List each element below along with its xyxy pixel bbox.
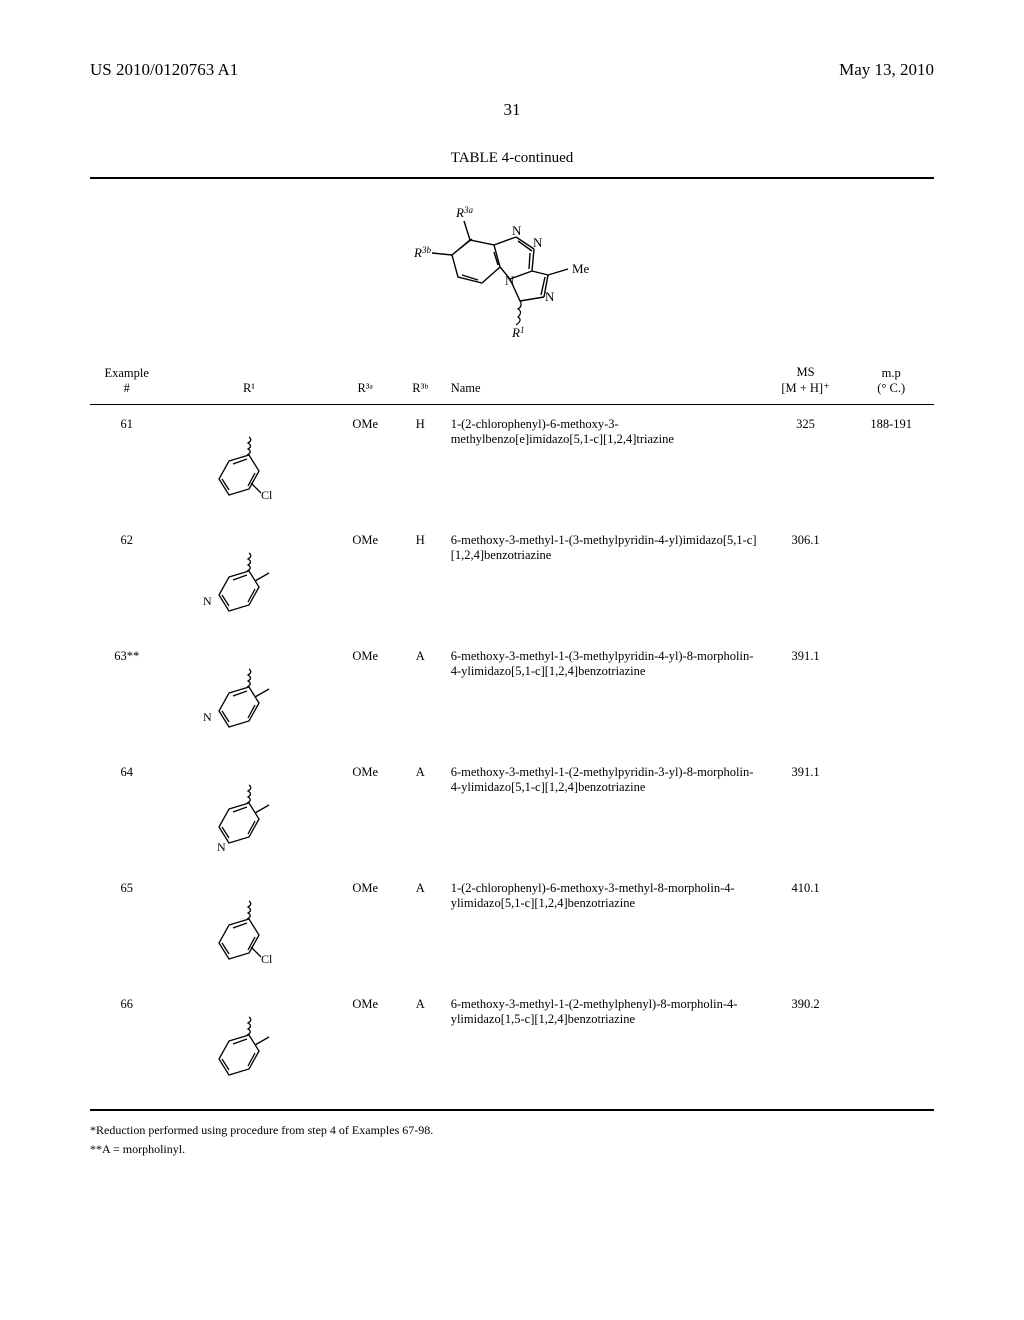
page-number: 31 — [90, 100, 934, 120]
r3b-label: R3b — [413, 245, 431, 260]
cell-r3b: A — [396, 757, 445, 873]
table-row: 62 N OMeH6-methoxy-3-methyl-1-(3-methylp… — [90, 525, 934, 641]
patent-number: US 2010/0120763 A1 — [90, 60, 238, 80]
cell-r3b: H — [396, 409, 445, 525]
cell-example: 61 — [90, 409, 163, 525]
footnotes: *Reduction performed using procedure fro… — [90, 1123, 934, 1157]
cell-example: 66 — [90, 989, 163, 1105]
cell-r1-structure: N — [163, 641, 334, 757]
cell-r3a: OMe — [335, 989, 396, 1105]
footnote-1: *Reduction performed using procedure fro… — [90, 1123, 934, 1138]
col-r3a: R³ᵃ — [335, 361, 396, 400]
n-atom: N — [545, 289, 555, 304]
r1-label: R1 — [511, 325, 524, 340]
table-row: 66 OMeA6-methoxy-3-methyl-1-(2-methylphe… — [90, 989, 934, 1105]
cell-mp — [848, 525, 934, 641]
table-row: 65 Cl OMeA1-(2-chlorophenyl)-6-methoxy-3… — [90, 873, 934, 989]
cell-name: 6-methoxy-3-methyl-1-(3-methylpyridin-4-… — [445, 525, 763, 641]
svg-text:Cl: Cl — [261, 488, 273, 502]
table-row: 63** N OMeA6-methoxy-3-methyl-1-(3-methy… — [90, 641, 934, 757]
cell-r3a: OMe — [335, 757, 396, 873]
page-header: US 2010/0120763 A1 May 13, 2010 — [90, 60, 934, 80]
compound-table: Example # R¹ R³ᵃ R³ᵇ Name MS [M + H]⁺ m.… — [90, 361, 934, 1105]
cell-ms: 410.1 — [763, 873, 849, 989]
cell-name: 6-methoxy-3-methyl-1-(2-methylpyridin-3-… — [445, 757, 763, 873]
n-atom: N — [512, 223, 522, 238]
rule-top — [90, 177, 934, 179]
n-atom: N — [505, 273, 515, 288]
cell-r1-structure: N — [163, 525, 334, 641]
cell-r1-structure: N — [163, 757, 334, 873]
cell-example: 65 — [90, 873, 163, 989]
svg-text:Cl: Cl — [261, 952, 273, 966]
svg-text:N: N — [203, 710, 212, 724]
cell-example: 63** — [90, 641, 163, 757]
cell-r3b: A — [396, 641, 445, 757]
rule-bottom — [90, 1109, 934, 1111]
cell-r3a: OMe — [335, 641, 396, 757]
cell-ms: 391.1 — [763, 757, 849, 873]
cell-r1-structure — [163, 989, 334, 1105]
cell-r3b: A — [396, 873, 445, 989]
cell-r3a: OMe — [335, 409, 396, 525]
col-ms: MS [M + H]⁺ — [763, 361, 849, 400]
cell-ms: 390.2 — [763, 989, 849, 1105]
cell-ms: 306.1 — [763, 525, 849, 641]
cell-mp — [848, 873, 934, 989]
core-structure: N N N N Me R3a R3b R1 — [90, 183, 934, 361]
table-row: 61 Cl OMeH1-(2-chlorophenyl)-6-methoxy-3… — [90, 409, 934, 525]
footnote-2: **A = morpholinyl. — [90, 1142, 934, 1157]
cell-mp — [848, 757, 934, 873]
cell-mp: 188-191 — [848, 409, 934, 525]
col-r3b: R³ᵇ — [396, 361, 445, 400]
cell-ms: 325 — [763, 409, 849, 525]
cell-r3a: OMe — [335, 873, 396, 989]
col-name: Name — [445, 361, 763, 400]
cell-r3b: H — [396, 525, 445, 641]
cell-mp — [848, 989, 934, 1105]
cell-mp — [848, 641, 934, 757]
col-r1: R¹ — [163, 361, 334, 400]
svg-text:N: N — [203, 594, 212, 608]
cell-r3b: A — [396, 989, 445, 1105]
cell-r3a: OMe — [335, 525, 396, 641]
cell-example: 62 — [90, 525, 163, 641]
core-structure-svg: N N N N Me R3a R3b R1 — [412, 195, 612, 345]
svg-text:N: N — [217, 840, 226, 854]
cell-name: 6-methoxy-3-methyl-1-(3-methylpyridin-4-… — [445, 641, 763, 757]
n-atom: N — [533, 235, 543, 250]
cell-name: 1-(2-chlorophenyl)-6-methoxy-3-methyl-8-… — [445, 873, 763, 989]
cell-r1-structure: Cl — [163, 409, 334, 525]
col-mp: m.p (° C.) — [848, 361, 934, 400]
col-example: Example # — [90, 361, 163, 400]
table-title: TABLE 4-continued — [90, 150, 934, 167]
publication-date: May 13, 2010 — [839, 60, 934, 80]
cell-name: 6-methoxy-3-methyl-1-(2-methylphenyl)-8-… — [445, 989, 763, 1105]
cell-name: 1-(2-chlorophenyl)-6-methoxy-3-methylben… — [445, 409, 763, 525]
table-row: 64 N OMeA6-methoxy-3-methyl-1-(2-methylp… — [90, 757, 934, 873]
cell-example: 64 — [90, 757, 163, 873]
me-label: Me — [572, 261, 590, 276]
r3a-label: R3a — [455, 205, 473, 220]
cell-ms: 391.1 — [763, 641, 849, 757]
cell-r1-structure: Cl — [163, 873, 334, 989]
